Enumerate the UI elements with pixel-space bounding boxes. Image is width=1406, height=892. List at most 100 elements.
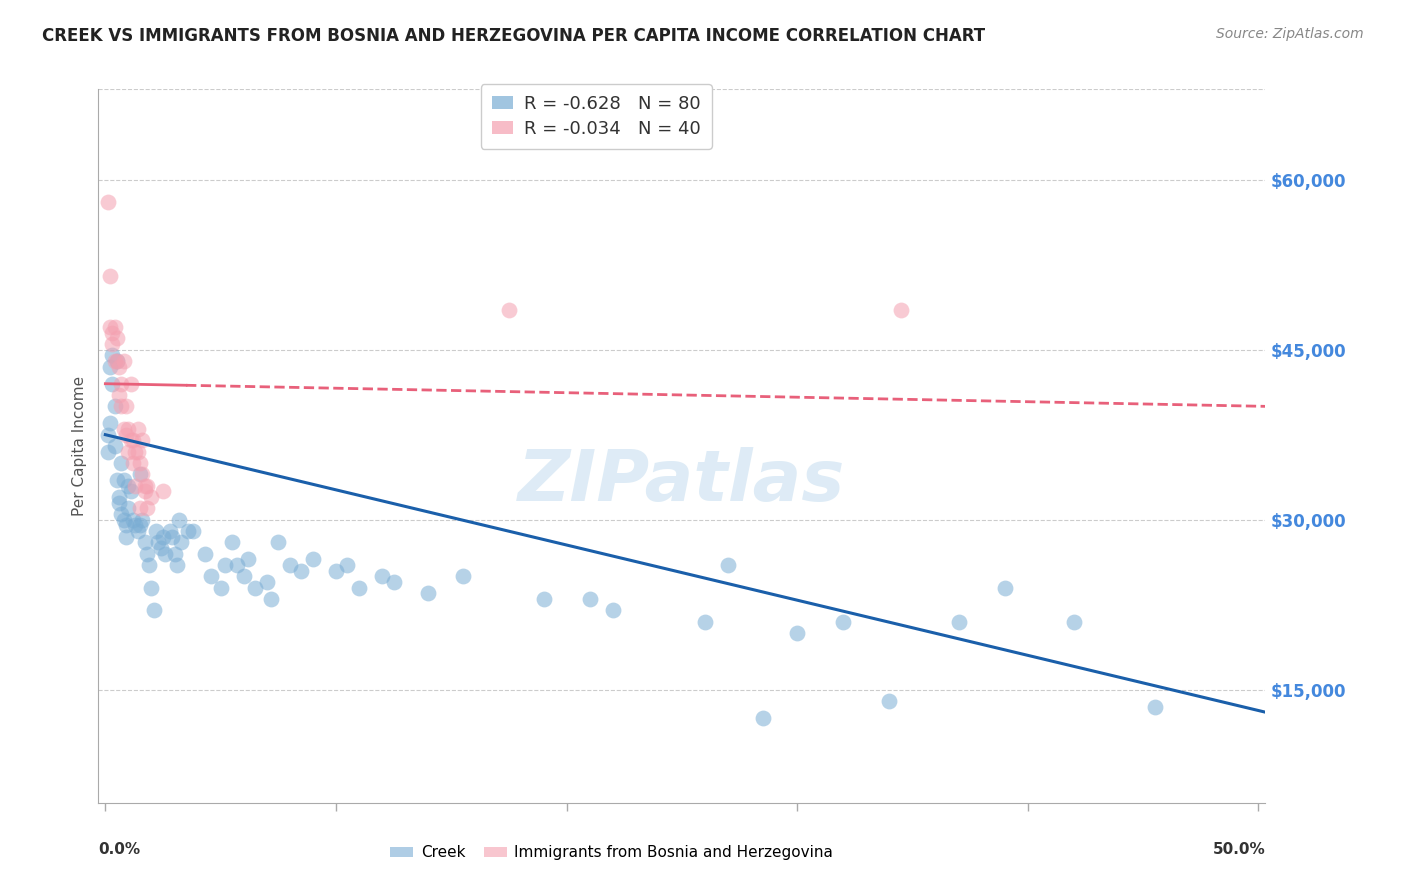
Point — [101, 376, 124, 391]
Point — [256, 574, 278, 589]
Point — [112, 422, 135, 436]
Point — [879, 694, 901, 708]
Point — [108, 359, 131, 374]
Point — [131, 513, 153, 527]
Point — [112, 354, 135, 368]
Point — [97, 427, 120, 442]
Point — [225, 558, 247, 572]
Point — [1143, 699, 1166, 714]
Point — [110, 456, 132, 470]
Point — [994, 581, 1017, 595]
Point — [149, 541, 172, 555]
Point — [129, 467, 152, 482]
Point — [105, 331, 128, 345]
Point — [325, 564, 347, 578]
Point — [155, 547, 177, 561]
Point — [214, 558, 236, 572]
Point — [152, 530, 174, 544]
Point — [221, 535, 243, 549]
Point — [127, 444, 149, 458]
Point — [103, 439, 125, 453]
Point — [135, 501, 157, 516]
Text: 0.0%: 0.0% — [98, 842, 141, 857]
Point — [138, 558, 160, 572]
Point — [193, 547, 215, 561]
Point — [105, 473, 128, 487]
Point — [159, 524, 181, 538]
Point — [101, 348, 124, 362]
Point — [238, 552, 260, 566]
Point — [267, 535, 290, 549]
Point — [117, 501, 139, 516]
Point — [141, 581, 163, 595]
Point — [832, 615, 855, 629]
Point — [145, 524, 167, 538]
Point — [120, 484, 142, 499]
Point — [115, 400, 138, 414]
Point — [148, 535, 170, 549]
Point — [97, 444, 120, 458]
Point — [1063, 615, 1085, 629]
Text: 50.0%: 50.0% — [1212, 842, 1265, 857]
Point — [117, 478, 139, 492]
Point — [127, 422, 149, 436]
Point — [141, 490, 163, 504]
Point — [112, 473, 135, 487]
Point — [347, 581, 370, 595]
Point — [103, 400, 125, 414]
Point — [129, 456, 152, 470]
Point — [131, 434, 153, 448]
Point — [245, 581, 267, 595]
Point — [124, 444, 146, 458]
Point — [129, 501, 152, 516]
Point — [122, 513, 145, 527]
Point — [371, 569, 394, 583]
Point — [498, 303, 520, 318]
Text: Source: ZipAtlas.com: Source: ZipAtlas.com — [1216, 27, 1364, 41]
Point — [382, 574, 405, 589]
Point — [110, 507, 132, 521]
Point — [948, 615, 970, 629]
Point — [122, 434, 145, 448]
Point — [110, 400, 132, 414]
Point — [278, 558, 301, 572]
Point — [129, 518, 152, 533]
Point — [105, 354, 128, 368]
Point — [418, 586, 440, 600]
Point — [533, 591, 555, 606]
Point — [167, 513, 190, 527]
Point — [134, 535, 156, 549]
Point — [336, 558, 359, 572]
Point — [170, 535, 193, 549]
Point — [98, 417, 121, 431]
Point — [117, 444, 139, 458]
Point — [134, 484, 156, 499]
Point — [98, 359, 121, 374]
Point — [105, 354, 128, 368]
Point — [97, 195, 120, 210]
Point — [134, 478, 156, 492]
Point — [112, 513, 135, 527]
Point — [890, 303, 912, 318]
Point — [124, 518, 146, 533]
Point — [181, 524, 204, 538]
Point — [110, 376, 132, 391]
Point — [135, 478, 157, 492]
Point — [131, 467, 153, 482]
Point — [115, 530, 138, 544]
Point — [115, 427, 138, 442]
Point — [98, 269, 121, 284]
Point — [108, 490, 131, 504]
Text: CREEK VS IMMIGRANTS FROM BOSNIA AND HERZEGOVINA PER CAPITA INCOME CORRELATION CH: CREEK VS IMMIGRANTS FROM BOSNIA AND HERZ… — [42, 27, 986, 45]
Point — [290, 564, 312, 578]
Point — [786, 626, 808, 640]
Point — [103, 320, 125, 334]
Text: ZIPatlas: ZIPatlas — [519, 447, 845, 516]
Point — [108, 495, 131, 509]
Y-axis label: Per Capita Income: Per Capita Income — [72, 376, 87, 516]
Point — [751, 711, 773, 725]
Point — [451, 569, 474, 583]
Point — [166, 558, 188, 572]
Point — [108, 388, 131, 402]
Point — [122, 456, 145, 470]
